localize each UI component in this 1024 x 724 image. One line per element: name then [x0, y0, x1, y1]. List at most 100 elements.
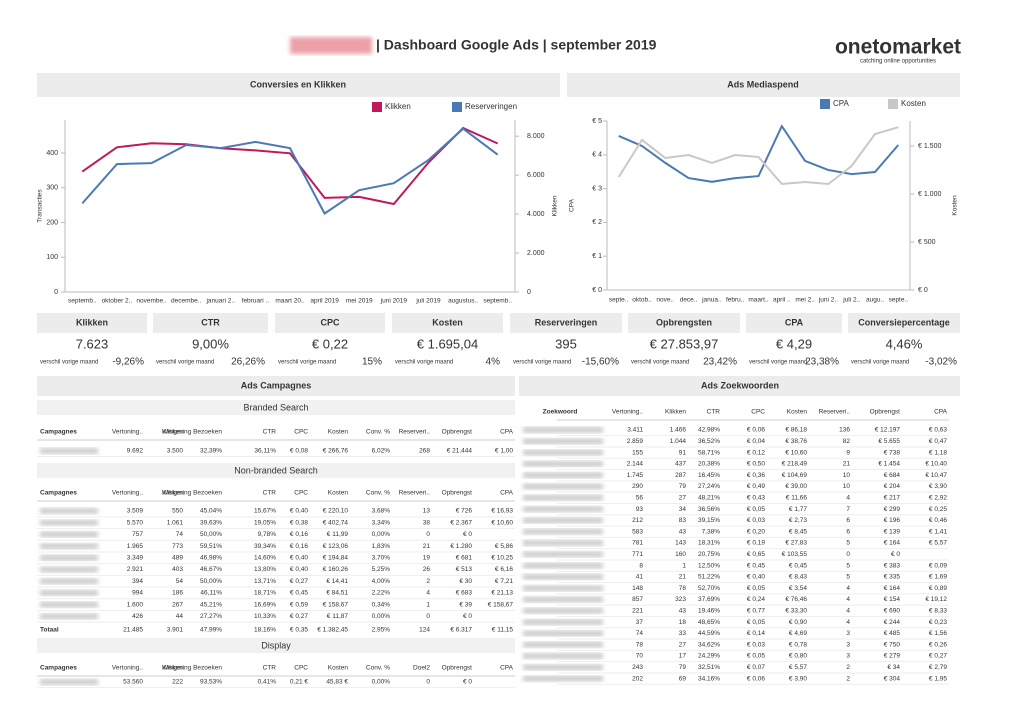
table-cell: 2.859 [627, 438, 644, 445]
table-cell: € 299 [884, 506, 901, 513]
blurred-name [40, 601, 98, 608]
x-tick-label: augu.. [866, 297, 884, 304]
table-cell: € 266,76 [323, 448, 349, 455]
blurred-name [523, 641, 603, 648]
x-tick-label: maart 20.. [275, 298, 304, 305]
table-cell: 3 [846, 630, 850, 637]
table-cell: 37 [636, 619, 644, 626]
table-cell: 18 [679, 619, 687, 626]
table-cell: 16,45% [698, 472, 720, 479]
blurred-name [523, 630, 603, 637]
table-cell: € 10,60 [491, 519, 513, 526]
table-cell: 6 [846, 528, 850, 535]
table-cell: € 0,16 [290, 543, 308, 550]
column-header: Opbrengst [442, 665, 473, 672]
table-cell: € 0,19 [747, 540, 765, 547]
table-cell: 13 [423, 508, 431, 515]
y2-tick-label: 6.000 [527, 172, 545, 179]
table-cell: 583 [632, 528, 643, 535]
table-cell: € 16,93 [491, 508, 513, 515]
table-cell: € 6,16 [495, 566, 513, 573]
column-header: CPA [500, 429, 514, 436]
column-header: Reserveri.. [399, 490, 431, 497]
table-cell: 21 [423, 543, 431, 550]
kpi-change-label: verschil vorige maand [631, 360, 689, 366]
table-cell: 42,98% [698, 427, 720, 434]
table-cell: 36,52% [698, 438, 720, 445]
section-title: Ads Zoekwoorden [701, 380, 779, 390]
table-cell: € 0,40 [290, 555, 308, 562]
column-header: Weigering Bezoeken [162, 490, 222, 497]
table-cell: € 19,12 [925, 596, 947, 603]
table-cell: 6,02% [372, 448, 391, 455]
table-cell: € 154 [884, 596, 901, 603]
kpi-name: CPA [785, 317, 804, 327]
table-cell: 403 [172, 566, 183, 573]
table-cell: 323 [675, 596, 686, 603]
series-line [617, 126, 899, 186]
x-tick-label: maart.. [748, 297, 768, 304]
table-cell: € 86,18 [785, 427, 807, 434]
table-cell: 4 [846, 596, 850, 603]
total-cell: 3.901 [167, 627, 184, 634]
x-tick-label: decembe.. [171, 298, 202, 305]
kpi-header [153, 313, 268, 333]
table-cell: 489 [172, 555, 183, 562]
table-cell: 36,56% [698, 506, 720, 513]
table-cell: 46,11% [200, 590, 222, 597]
table-cell: € 0,77 [747, 608, 765, 615]
table-cell: € 38,76 [785, 438, 807, 445]
table-cell: € 0,14 [747, 630, 765, 637]
table-cell: 18,31% [698, 540, 720, 547]
y-tick-label: € 5 [592, 118, 602, 125]
table-cell: 43 [679, 528, 687, 535]
series-line [81, 127, 499, 215]
table-cell: € 0,89 [929, 585, 947, 592]
legend-swatch [820, 99, 830, 109]
table-cell: 12,50% [698, 562, 720, 569]
subtable-title: Display [261, 640, 291, 650]
blurred-name [523, 506, 603, 513]
table-cell: € 0 [463, 679, 472, 686]
column-header: Klikken [162, 490, 183, 497]
table-cell: 52,70% [698, 585, 720, 592]
table-cell: € 1,95 [929, 675, 947, 682]
table-cell: 93 [636, 506, 644, 513]
table-cell: 83 [679, 517, 687, 524]
table-cell: 3.509 [127, 508, 144, 515]
kpi-name: Reserveringen [535, 317, 598, 327]
column-header: Doel2 [413, 665, 430, 672]
table-cell: 757 [132, 531, 143, 538]
table-cell: 58,71% [698, 449, 720, 456]
table-cell: 21 [679, 574, 687, 581]
table-cell: 0,00% [372, 531, 391, 538]
panel-header [37, 73, 560, 97]
kpi-value: 9,00% [192, 336, 229, 351]
table-cell: 8 [639, 562, 643, 569]
legend-swatch [888, 99, 898, 109]
kpi-value: € 27.853,97 [650, 336, 719, 351]
y-tick-label: € 4 [592, 152, 602, 159]
column-header: Reserveri.. [399, 429, 431, 436]
table-cell: 426 [132, 613, 143, 620]
table-cell: 4 [846, 495, 850, 502]
table-cell: € 1,00 [495, 448, 513, 455]
blurred-name [523, 427, 603, 433]
total-cell: € 11,15 [492, 627, 514, 634]
table-cell: 44,59% [698, 630, 720, 637]
column-header: CPA [934, 409, 948, 416]
table-cell: € 123,06 [323, 543, 349, 550]
table-cell: 4,00% [372, 578, 391, 585]
table-cell: 136 [839, 427, 850, 434]
table-cell: € 218,49 [782, 461, 808, 468]
x-tick-label: januari 2.. [205, 298, 235, 305]
column-header: Conv. % [366, 665, 390, 672]
table-cell: 91 [679, 449, 687, 456]
kpi-change: 23,38% [805, 357, 839, 368]
table-cell: € 0,20 [747, 528, 765, 535]
table-cell: 32,39% [200, 448, 222, 455]
table-cell: € 11,66 [786, 495, 808, 502]
column-header: Vertoning.. [112, 429, 143, 436]
table-cell: 39,34% [254, 543, 276, 550]
table-cell: 1,83% [372, 543, 391, 550]
